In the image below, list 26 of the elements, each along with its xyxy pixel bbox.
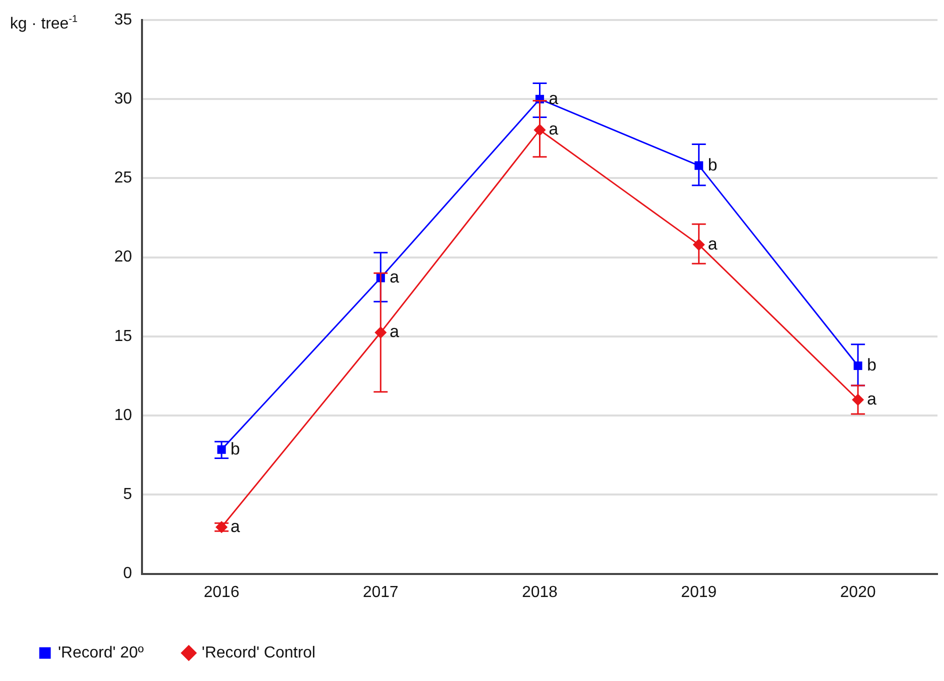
annotation: b: [708, 155, 718, 174]
legend-label: 'Record' 20º: [58, 644, 144, 662]
x-tick-label: 2020: [840, 584, 876, 601]
x-tick-label: 2017: [362, 584, 399, 601]
annotation: a: [390, 268, 400, 287]
y-tick-label: 35: [114, 11, 132, 28]
y-tick-label: 15: [114, 328, 132, 345]
annotation: b: [866, 355, 876, 374]
x-tick-label: 2016: [204, 584, 240, 601]
annotation: a: [548, 88, 559, 108]
y-axis-title: kg · tree$^{-1}$: [10, 14, 78, 34]
y-tick-label: 25: [114, 170, 132, 187]
annotation: a: [390, 322, 400, 342]
y-tick-label: 20: [114, 248, 132, 266]
annotation: a: [230, 516, 241, 536]
y-tick-label: 30: [114, 90, 132, 108]
legend-label: 'Record' Control: [202, 644, 316, 662]
y-tick-label: 10: [114, 406, 132, 424]
annotation: b: [230, 439, 240, 458]
y-tick-label: 5: [123, 486, 132, 504]
y-tick-label: 0: [123, 565, 132, 582]
annotation: a: [866, 389, 877, 408]
annotation: a: [708, 234, 718, 254]
annotation: a: [548, 120, 559, 139]
x-tick-label: 2019: [681, 584, 717, 601]
x-tick-label: 2018: [522, 584, 558, 601]
